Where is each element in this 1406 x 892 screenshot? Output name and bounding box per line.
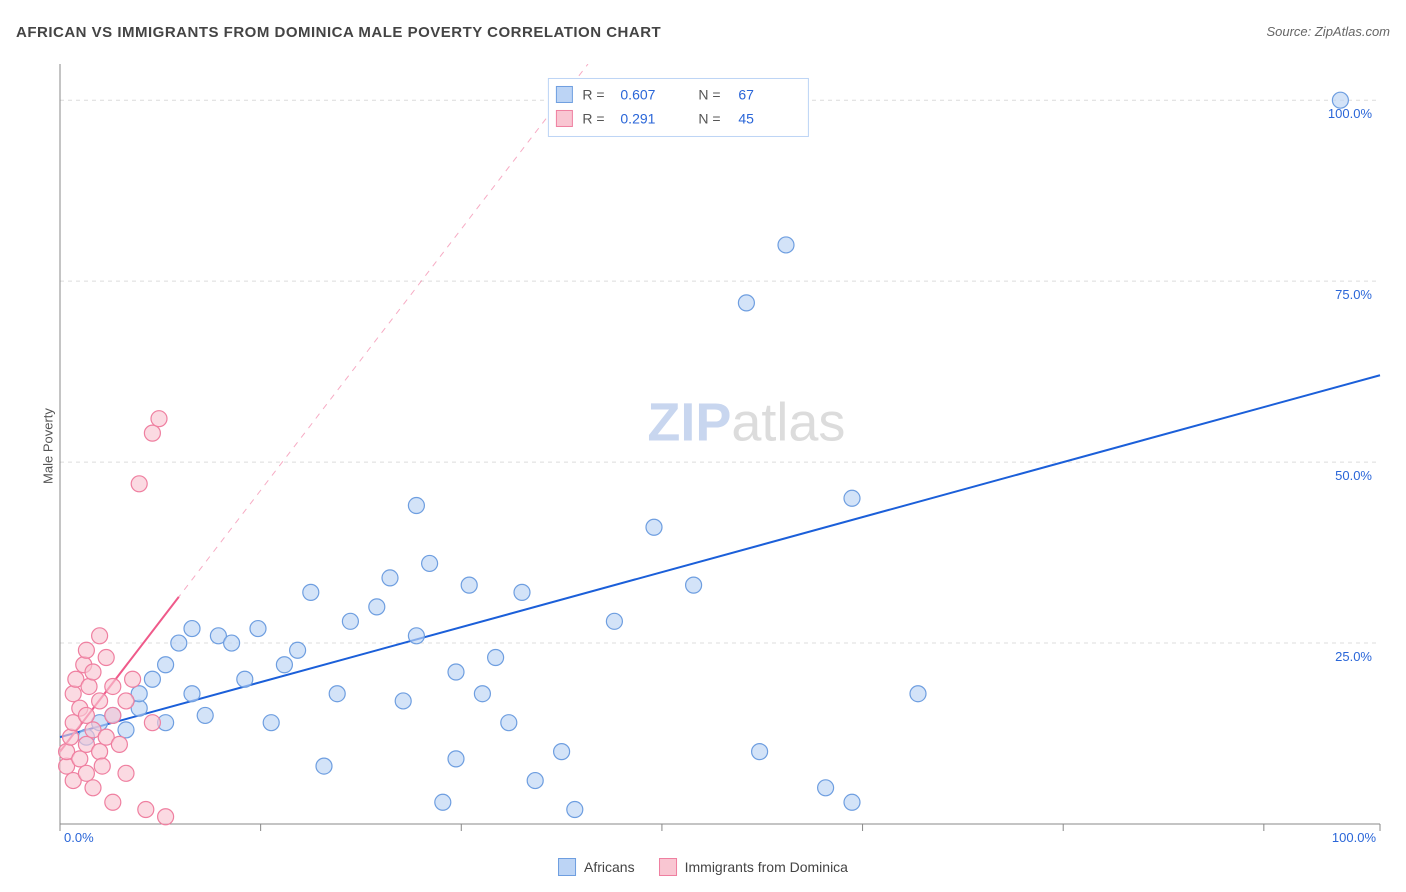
- data-point: [488, 650, 504, 666]
- data-point: [329, 686, 345, 702]
- data-point: [263, 715, 279, 731]
- data-point: [408, 628, 424, 644]
- data-point: [395, 693, 411, 709]
- data-point: [316, 758, 332, 774]
- data-point: [158, 657, 174, 673]
- data-point: [448, 751, 464, 767]
- data-point: [554, 744, 570, 760]
- data-point: [144, 715, 160, 731]
- legend-item-dominica: Immigrants from Dominica: [659, 858, 848, 876]
- data-point: [94, 758, 110, 774]
- data-point: [92, 693, 108, 709]
- data-point: [303, 584, 319, 600]
- data-point: [144, 671, 160, 687]
- bottom-legend: Africans Immigrants from Dominica: [558, 858, 848, 876]
- data-point: [81, 678, 97, 694]
- data-point: [72, 751, 88, 767]
- data-point: [63, 729, 79, 745]
- data-point: [85, 780, 101, 796]
- data-point: [105, 794, 121, 810]
- data-point: [65, 686, 81, 702]
- data-point: [342, 613, 358, 629]
- data-point: [474, 686, 490, 702]
- data-point: [686, 577, 702, 593]
- chart-title: AFRICAN VS IMMIGRANTS FROM DOMINICA MALE…: [16, 24, 661, 41]
- data-point: [78, 642, 94, 658]
- data-point: [131, 476, 147, 492]
- svg-text:N =: N =: [698, 86, 720, 102]
- data-point: [118, 765, 134, 781]
- data-point: [567, 802, 583, 818]
- data-point: [818, 780, 834, 796]
- data-point: [105, 678, 121, 694]
- data-point: [78, 765, 94, 781]
- plot-area: ZIPatlas 25.0% 50.0% 75.0% 100.0% 0.0% 100.0% R…: [50, 64, 1390, 844]
- legend-swatch-africans: [558, 858, 576, 876]
- y-tick-label: 50.0%: [1335, 468, 1372, 483]
- data-point: [184, 686, 200, 702]
- data-point: [501, 715, 517, 731]
- data-point: [910, 686, 926, 702]
- data-point: [158, 809, 174, 825]
- data-point: [237, 671, 253, 687]
- y-tick-label: 75.0%: [1335, 287, 1372, 302]
- source-label: Source: ZipAtlas.com: [1266, 24, 1390, 39]
- data-point: [224, 635, 240, 651]
- legend-label-africans: Africans: [584, 859, 635, 875]
- data-point: [527, 773, 543, 789]
- data-point: [92, 744, 108, 760]
- data-point: [408, 498, 424, 514]
- svg-text:R =: R =: [582, 110, 604, 126]
- data-point: [461, 577, 477, 593]
- data-point: [144, 425, 160, 441]
- data-point: [105, 707, 121, 723]
- data-point: [422, 555, 438, 571]
- y-tick-label: 25.0%: [1335, 649, 1372, 664]
- svg-text:45: 45: [738, 110, 754, 126]
- x-tick-label: 0.0%: [64, 830, 94, 844]
- header: AFRICAN VS IMMIGRANTS FROM DOMINICA MALE…: [16, 24, 1390, 48]
- data-point: [184, 621, 200, 637]
- data-point: [92, 628, 108, 644]
- data-point: [606, 613, 622, 629]
- data-point: [844, 490, 860, 506]
- svg-text:0.607: 0.607: [620, 86, 655, 102]
- data-point: [78, 707, 94, 723]
- data-point: [118, 693, 134, 709]
- data-point: [111, 736, 127, 752]
- data-point: [844, 794, 860, 810]
- data-point: [276, 657, 292, 673]
- data-point: [151, 411, 167, 427]
- data-point: [118, 722, 134, 738]
- data-point: [382, 570, 398, 586]
- legend-label-dominica: Immigrants from Dominica: [685, 859, 848, 875]
- legend-item-africans: Africans: [558, 858, 635, 876]
- legend-swatch-dominica: [659, 858, 677, 876]
- data-point: [778, 237, 794, 253]
- svg-text:67: 67: [738, 86, 754, 102]
- y-tick-label: 100.0%: [1328, 106, 1373, 121]
- data-point: [369, 599, 385, 615]
- x-tick-label: 100.0%: [1332, 830, 1377, 844]
- data-point: [250, 621, 266, 637]
- data-point: [85, 664, 101, 680]
- data-point: [646, 519, 662, 535]
- scatter-chart: ZIPatlas 25.0% 50.0% 75.0% 100.0% 0.0% 100.0% R…: [50, 64, 1390, 844]
- data-point: [171, 635, 187, 651]
- data-point: [752, 744, 768, 760]
- data-point: [138, 802, 154, 818]
- data-point: [290, 642, 306, 658]
- svg-text:N =: N =: [698, 110, 720, 126]
- data-point: [514, 584, 530, 600]
- data-point: [125, 671, 141, 687]
- data-point: [448, 664, 464, 680]
- data-point: [435, 794, 451, 810]
- svg-text:R =: R =: [582, 86, 604, 102]
- data-point: [197, 707, 213, 723]
- svg-text:0.291: 0.291: [620, 110, 655, 126]
- data-point: [738, 295, 754, 311]
- watermark: ZIPatlas: [647, 392, 845, 452]
- data-point: [98, 650, 114, 666]
